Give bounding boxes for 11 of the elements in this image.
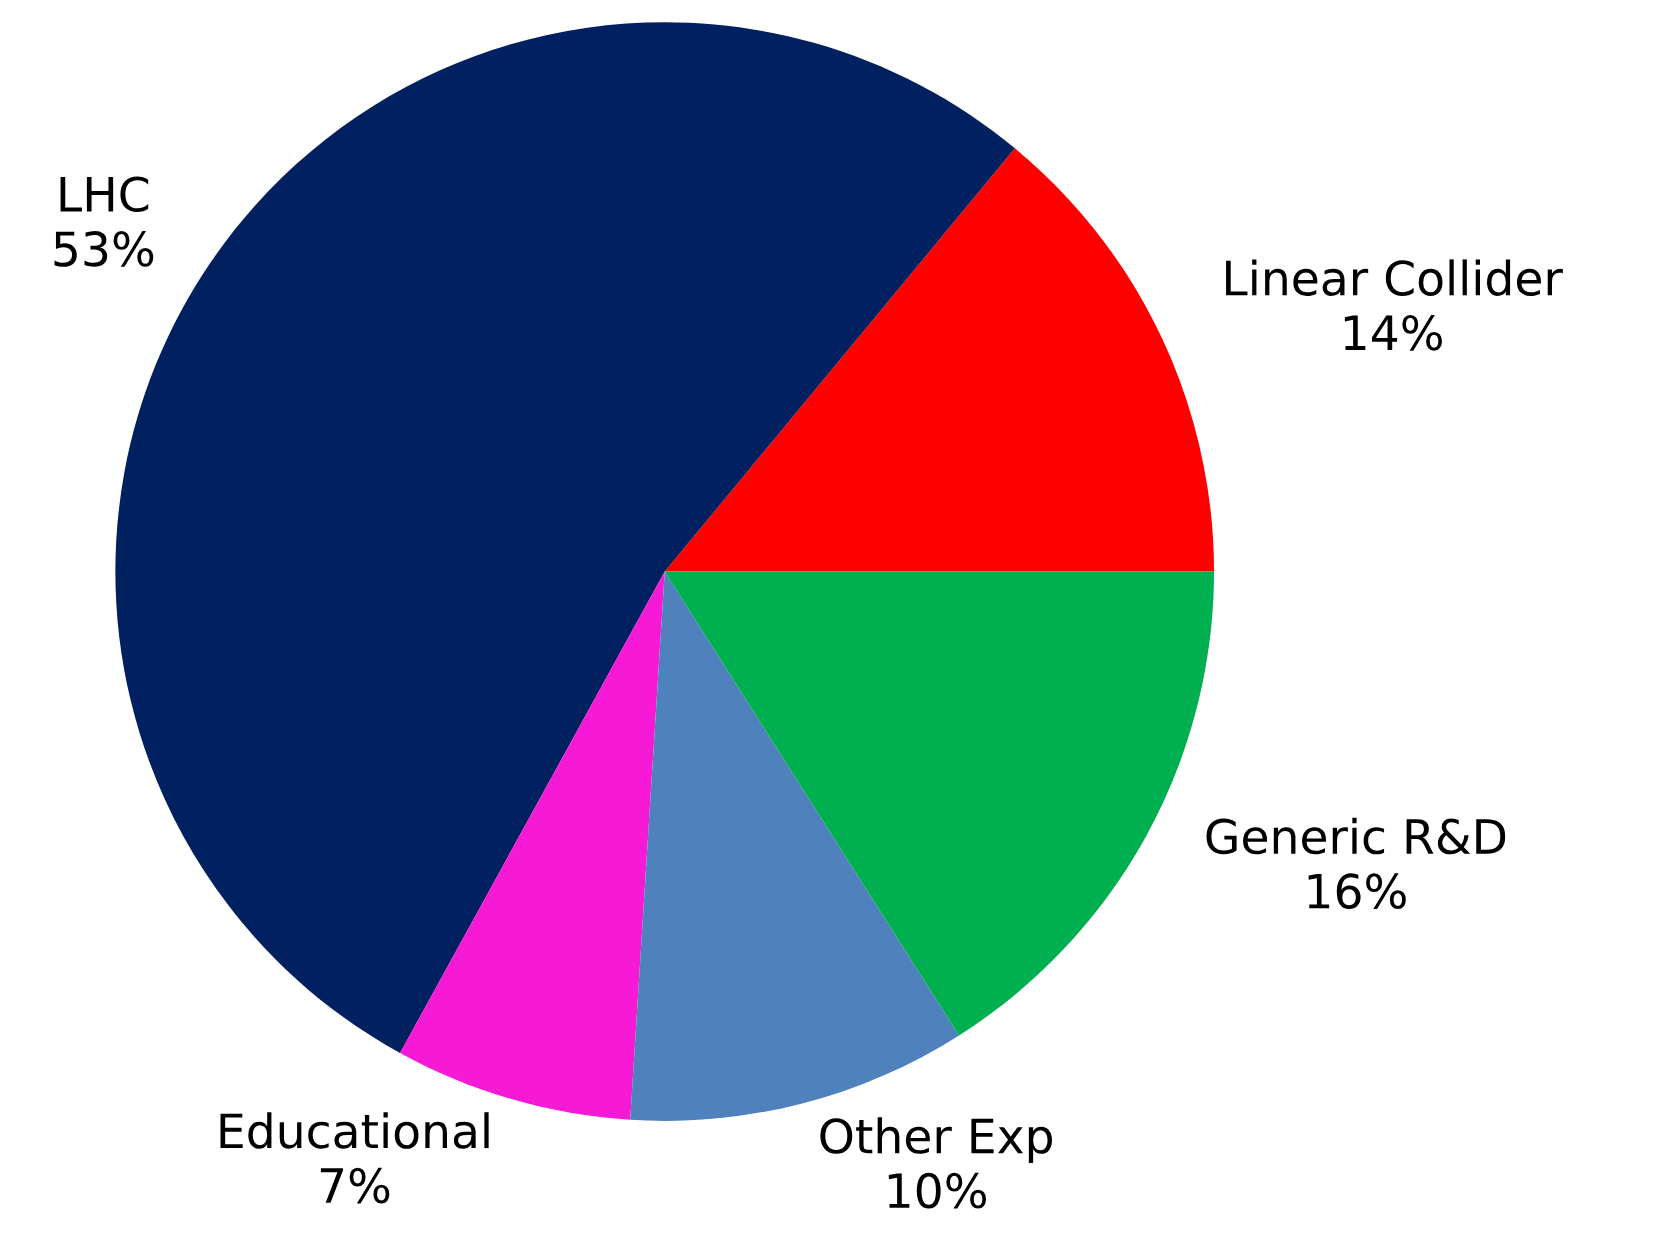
data-label: 14%: [1344, 314, 1443, 351]
data-label: 10%: [888, 1172, 987, 1209]
slice-label: LHC: [60, 176, 149, 213]
slice-label: Linear Collider: [1226, 259, 1563, 296]
data-label: 16%: [1308, 873, 1406, 910]
slice-label: Educational: [220, 1112, 489, 1149]
slice-label: Other Exp: [820, 1117, 1052, 1164]
data-label: 7%: [320, 1167, 390, 1204]
slice-label: Generic R&D: [1206, 817, 1506, 855]
data-label: 53%: [54, 231, 154, 267]
pie-slice: [664, 148, 1215, 572]
